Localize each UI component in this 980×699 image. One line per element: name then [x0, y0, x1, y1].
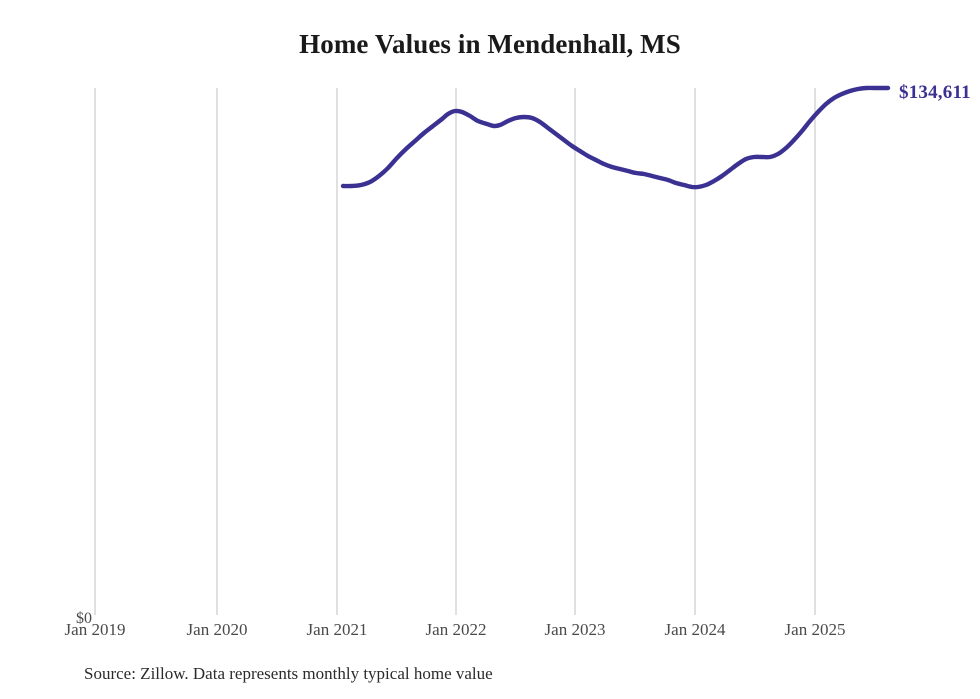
x-tick-label-2025-01: Jan 2025 — [784, 620, 846, 639]
series-group — [340, 85, 891, 190]
x-tick-label-2019-01: Jan 2019 — [64, 620, 126, 639]
source-note: Source: Zillow. Data represents monthly … — [84, 664, 493, 683]
x-tick-label-2023-01: Jan 2023 — [544, 620, 606, 639]
series-line-typical-home-value — [340, 85, 891, 190]
x-tick-label-2024-01: Jan 2024 — [664, 620, 726, 639]
chart-title: Home Values in Mendenhall, MS — [299, 29, 681, 59]
x-tick-label-2020-01: Jan 2020 — [186, 620, 248, 639]
series-end-value-label: $134,611 — [899, 82, 971, 103]
gridlines-group — [94, 88, 816, 615]
x-tick-label-2022-01: Jan 2022 — [425, 620, 487, 639]
y-tick-label-0: $0 — [76, 610, 92, 627]
x-tick-label-2021-01: Jan 2021 — [306, 620, 368, 639]
